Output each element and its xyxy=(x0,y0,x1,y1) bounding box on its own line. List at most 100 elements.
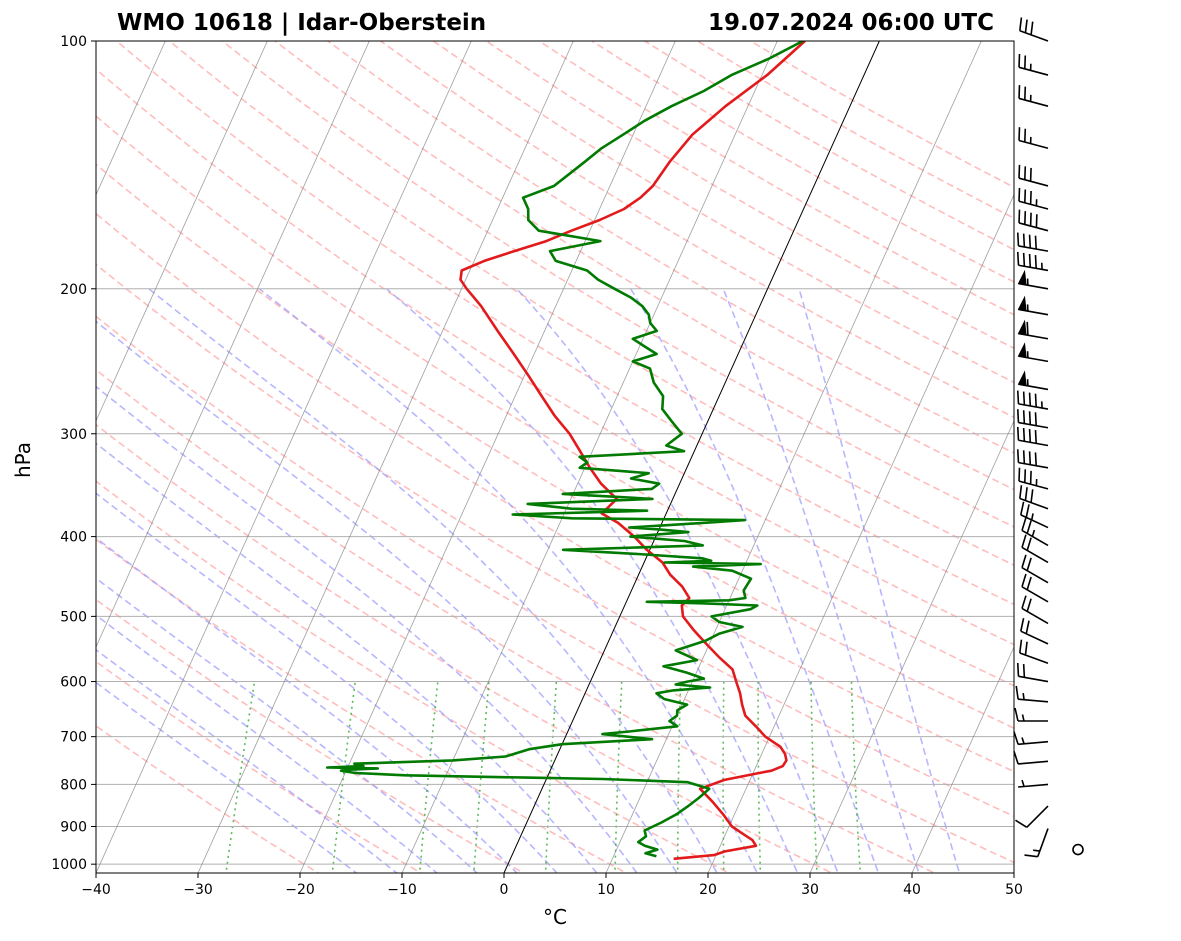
isotherm-line xyxy=(197,41,574,873)
wind-barb xyxy=(1016,409,1049,429)
dry-adiabat-line xyxy=(96,368,937,873)
y-tick-label: 1000 xyxy=(51,857,87,873)
dry-adiabat-line xyxy=(96,212,1014,773)
mixing-ratio-line xyxy=(722,681,725,873)
wind-barb xyxy=(1016,232,1049,252)
dry-adiabat-line xyxy=(273,41,1014,491)
isotherm-line xyxy=(96,41,370,648)
moist-adiabat-line xyxy=(96,614,439,873)
wind-barb xyxy=(1018,209,1049,232)
y-tick-label: 800 xyxy=(60,777,87,793)
x-tick-label: 50 xyxy=(1005,882,1023,898)
chart-title-station: WMO 10618 | Idar-Oberstein xyxy=(117,10,486,36)
isotherm-line xyxy=(605,41,982,873)
zero-isotherm xyxy=(503,41,880,873)
wind-barb xyxy=(1072,843,1084,856)
wind-barb xyxy=(1020,501,1049,529)
wind-barb xyxy=(1018,779,1049,788)
wind-barb xyxy=(1017,342,1049,363)
mixing-ratio-line xyxy=(757,681,762,873)
wind-barb xyxy=(1017,295,1049,316)
wind-barb xyxy=(1015,685,1049,703)
moist-adiabat-line xyxy=(722,288,920,873)
wind-barb xyxy=(1021,554,1049,584)
dewpoint-profile xyxy=(325,41,804,858)
y-tick-label: 100 xyxy=(60,34,87,50)
wind-barb xyxy=(1021,517,1049,547)
wind-barb xyxy=(1017,370,1049,391)
wind-barb xyxy=(1018,127,1049,150)
plot-frame xyxy=(95,40,1015,874)
moist-adiabat-line xyxy=(798,288,961,873)
x-tick-label: −30 xyxy=(183,882,213,898)
pressure-grid xyxy=(96,41,1014,865)
moist-adiabat-line xyxy=(96,577,479,873)
chart-title-datetime: 19.07.2024 06:00 UTC xyxy=(708,10,994,36)
wind-barb xyxy=(1016,662,1049,683)
x-tick-label: 10 xyxy=(597,882,615,898)
x-tick-label: −40 xyxy=(81,882,111,898)
x-axis-label: °C xyxy=(543,905,567,929)
dry-adiabat-line xyxy=(96,480,731,873)
wind-barb xyxy=(1016,390,1049,410)
y-tick-label: 900 xyxy=(60,820,87,836)
dry-adiabat-line xyxy=(168,41,1014,567)
x-tick-label: −20 xyxy=(285,882,315,898)
wind-barb xyxy=(1013,731,1049,746)
wind-barb xyxy=(1018,53,1049,76)
dry-adiabat-line xyxy=(96,660,423,873)
wind-barb xyxy=(1024,828,1049,858)
dry-adiabat-line xyxy=(379,41,1014,419)
x-tick-label: 30 xyxy=(801,882,819,898)
wind-barb xyxy=(1016,251,1049,272)
wind-barb xyxy=(1019,17,1049,42)
x-tick-label: 20 xyxy=(699,882,717,898)
moist-adiabat-line xyxy=(385,288,799,873)
isotherm-line xyxy=(809,419,1014,873)
moist-adiabat-line xyxy=(96,648,398,873)
moist-adiabat-line xyxy=(96,681,358,873)
wind-barb xyxy=(1021,573,1049,603)
wind-barb xyxy=(1021,534,1049,564)
isotherm-line xyxy=(911,645,1014,873)
wind-barb xyxy=(1019,639,1049,664)
wind-barb xyxy=(1018,187,1049,210)
wind-barb xyxy=(1015,805,1049,828)
wind-barb xyxy=(1016,449,1049,469)
profiles xyxy=(325,41,806,861)
dry-adiabat-line xyxy=(96,163,1014,729)
isotherm-line xyxy=(96,41,472,873)
isotherm-line xyxy=(96,41,268,422)
wind-barb xyxy=(1019,485,1049,510)
y-tick-label: 400 xyxy=(60,530,87,546)
dry-adiabat-line xyxy=(96,315,1014,864)
temperature-profile xyxy=(459,41,806,861)
moist-adiabat-line xyxy=(96,385,638,873)
y-axis-ticks: 100 200 300 400 500 600 700 800 900 1000 xyxy=(51,34,96,873)
isotherm-line xyxy=(96,41,166,196)
x-tick-label: −10 xyxy=(387,882,417,898)
wind-barb xyxy=(1018,164,1049,187)
dry-adiabat-line xyxy=(96,538,629,873)
moist-adiabat-line xyxy=(96,320,678,873)
moist-adiabat-line xyxy=(96,442,598,873)
x-axis-ticks: −40 −30 −20 −10 0 10 20 30 40 50 xyxy=(81,873,1023,898)
y-tick-label: 500 xyxy=(60,609,87,625)
x-tick-label: 0 xyxy=(500,882,509,898)
wind-barb xyxy=(1017,269,1049,290)
dry-adiabat-line xyxy=(326,41,1014,454)
moist-adiabat-line xyxy=(96,536,519,873)
x-tick-label: 40 xyxy=(903,882,921,898)
wind-barb xyxy=(1017,319,1049,340)
wind-barbs xyxy=(1013,17,1084,858)
moist-adiabat-line xyxy=(148,288,719,873)
background-lines xyxy=(96,41,1014,873)
y-axis-label: hPa xyxy=(11,442,35,478)
wind-barb xyxy=(1018,467,1049,490)
y-tick-label: 600 xyxy=(60,675,87,691)
wind-barb xyxy=(1014,707,1048,722)
wind-barb xyxy=(1016,426,1049,447)
y-tick-label: 300 xyxy=(60,427,87,443)
wind-barb xyxy=(1013,751,1049,765)
